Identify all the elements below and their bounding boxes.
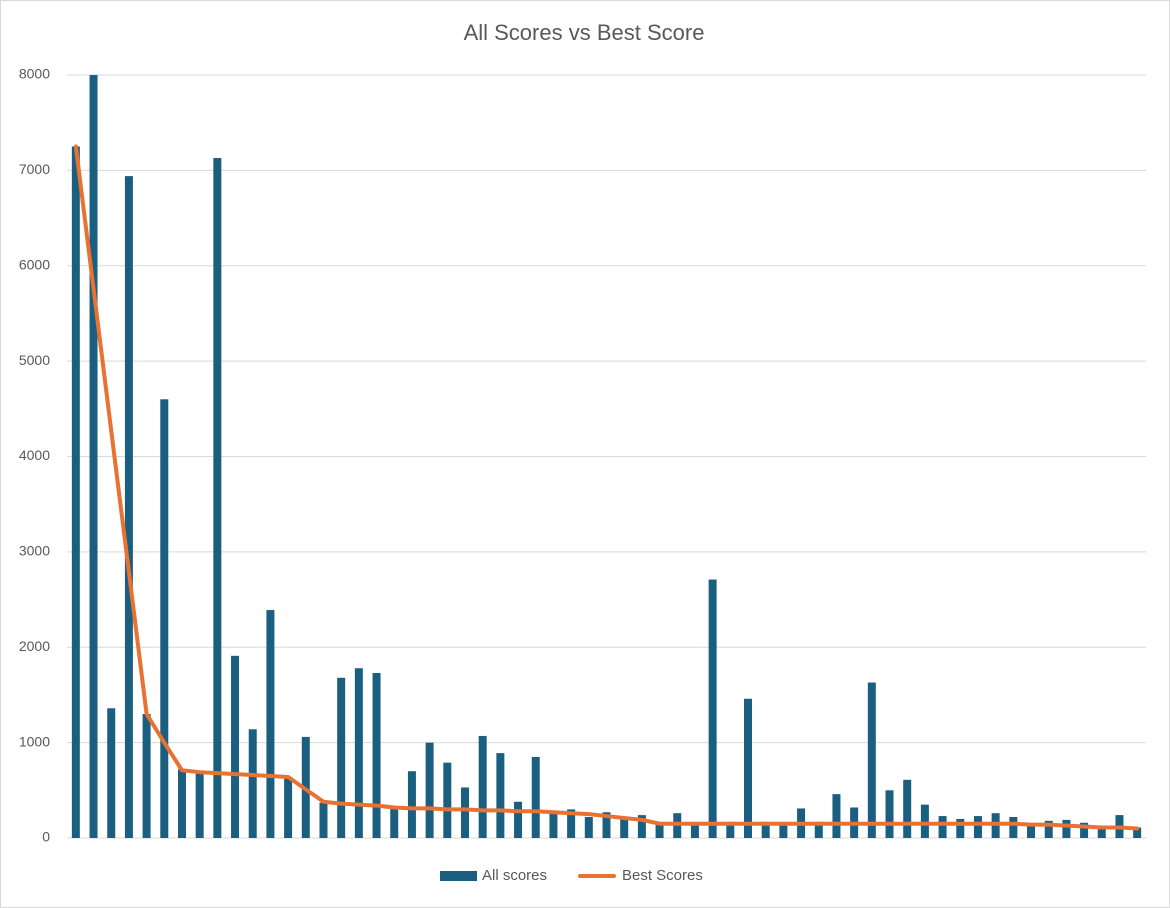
bar xyxy=(567,809,576,838)
bar xyxy=(284,776,293,838)
bar xyxy=(690,823,699,838)
bar xyxy=(531,756,540,838)
bar xyxy=(549,812,558,838)
y-tick-label: 3000 xyxy=(19,543,50,559)
bar xyxy=(337,677,346,838)
bar xyxy=(814,821,823,838)
y-tick-label: 2000 xyxy=(19,638,50,654)
bar xyxy=(1062,819,1071,838)
legend-label: Best Scores xyxy=(622,867,703,884)
bar xyxy=(107,708,116,838)
y-tick-label: 8000 xyxy=(19,66,50,82)
bar xyxy=(266,610,275,838)
bar xyxy=(195,771,204,838)
bar xyxy=(71,146,80,838)
bar xyxy=(354,668,363,838)
bar xyxy=(708,579,717,838)
bar xyxy=(726,821,735,838)
bar xyxy=(938,816,947,838)
bar xyxy=(779,822,788,838)
bar xyxy=(248,729,257,838)
bar xyxy=(160,399,169,838)
bar xyxy=(584,817,593,838)
bar xyxy=(655,823,664,838)
bar xyxy=(177,769,186,838)
bar xyxy=(602,812,611,838)
bar xyxy=(231,655,240,838)
bar xyxy=(1027,823,1036,838)
bar xyxy=(620,818,629,838)
y-tick-label: 6000 xyxy=(19,256,50,272)
bar xyxy=(213,157,222,838)
bar xyxy=(372,673,381,838)
bar xyxy=(1080,822,1089,838)
bar xyxy=(407,771,416,838)
bar xyxy=(425,742,434,838)
bar xyxy=(89,75,98,838)
bar xyxy=(443,762,452,838)
bar xyxy=(1009,817,1018,838)
bar xyxy=(460,787,469,838)
bar xyxy=(514,801,523,838)
bar xyxy=(1044,820,1053,838)
bar xyxy=(903,779,912,838)
line xyxy=(73,144,1140,831)
y-tick-label: 4000 xyxy=(19,447,50,463)
legend-swatch xyxy=(440,871,477,881)
y-tick-label: 7000 xyxy=(19,161,50,177)
bar xyxy=(142,714,151,838)
bar xyxy=(956,818,965,838)
bar xyxy=(496,753,505,838)
bar xyxy=(761,821,770,838)
bar xyxy=(885,790,894,838)
legend-label: All scores xyxy=(482,867,547,884)
y-tick-label: 0 xyxy=(42,829,50,845)
bar xyxy=(744,698,753,838)
bar xyxy=(920,804,929,838)
bar xyxy=(319,802,328,838)
bar xyxy=(973,816,982,838)
bar xyxy=(637,815,646,838)
y-tick-label: 5000 xyxy=(19,352,50,368)
bar xyxy=(390,808,399,838)
bar xyxy=(1097,827,1106,838)
chart-title: All Scores vs Best Score xyxy=(464,20,705,45)
bar xyxy=(867,682,876,838)
y-tick-label: 1000 xyxy=(19,733,50,749)
bar xyxy=(832,794,841,838)
bar xyxy=(1133,827,1142,838)
bar xyxy=(124,176,133,838)
bar xyxy=(478,735,487,838)
